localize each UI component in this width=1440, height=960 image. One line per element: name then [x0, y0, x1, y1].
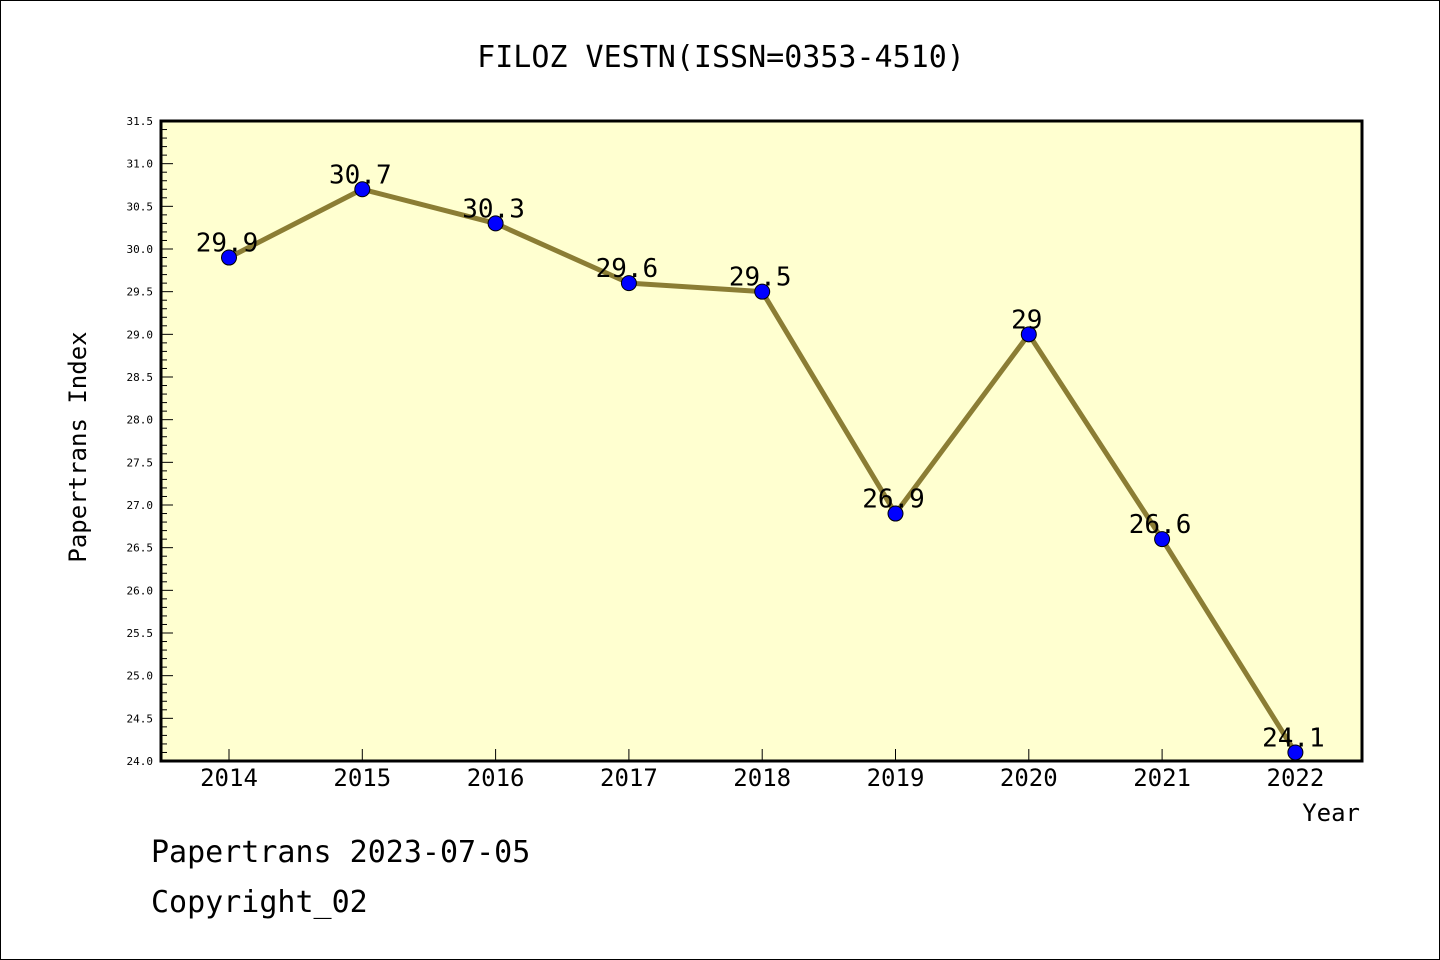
- chart-title: FILOZ VESTN(ISSN=0353-4510): [477, 40, 965, 75]
- y-tick-label: 29.0: [127, 328, 154, 341]
- data-point: [1154, 531, 1171, 548]
- x-tick-label: 2021: [1133, 764, 1191, 792]
- data-label: 30.3: [462, 194, 525, 224]
- y-tick-label: 30.0: [127, 243, 154, 256]
- y-tick-label: 25.0: [127, 670, 154, 683]
- data-point: [1020, 326, 1037, 343]
- x-axis-label: Year: [1302, 799, 1360, 827]
- data-label: 30.7: [329, 160, 392, 190]
- data-label: 29: [1011, 305, 1042, 335]
- x-tick-label: 2016: [467, 764, 525, 792]
- x-tick-label: 2017: [600, 764, 658, 792]
- x-axis: 2014 2015 2016 2017 2018 2019 2020 2021 2022: [200, 749, 1324, 792]
- y-tick-label: 28.0: [127, 414, 154, 427]
- data-label: 26.9: [862, 485, 925, 515]
- data-point: [487, 215, 504, 232]
- x-tick-label: 2019: [867, 764, 925, 792]
- data-label: 29.9: [196, 229, 259, 259]
- y-axis: 24.0 24.5 25.0 25.5 26.0 26.5 27.0 27.5 28.0 28.5…: [127, 115, 173, 768]
- y-tick-label: 29.5: [127, 286, 154, 299]
- footer-copyright: Copyright_02: [151, 885, 368, 920]
- data-labels: 29.9 30.7 30.3 29.6 29.5 26.9 29 26.6 24.1: [196, 160, 1325, 753]
- x-tick-label: 2020: [1000, 764, 1058, 792]
- data-point: [354, 181, 371, 198]
- x-tick-label: 2014: [200, 764, 258, 792]
- data-point: [887, 505, 904, 522]
- y-tick-label: 27.5: [127, 456, 154, 469]
- y-tick-label: 26.0: [127, 584, 154, 597]
- y-tick-label: 31.5: [127, 115, 154, 128]
- footer-date: Papertrans 2023-07-05: [151, 835, 531, 870]
- data-label: 29.5: [729, 263, 792, 293]
- y-tick-label: 24.0: [127, 755, 154, 768]
- y-tick-label: 31.0: [127, 158, 154, 171]
- data-label: 26.6: [1129, 510, 1192, 540]
- y-axis-label: Papertrans Index: [64, 331, 92, 562]
- data-point: [620, 275, 637, 292]
- series-markers: [221, 181, 1304, 761]
- data-label: 29.6: [596, 254, 659, 284]
- x-tick-label: 2018: [733, 764, 791, 792]
- data-point: [1287, 744, 1304, 761]
- y-tick-label: 25.5: [127, 627, 154, 640]
- data-point: [754, 283, 771, 300]
- y-tick-label: 26.5: [127, 542, 154, 555]
- x-tick-label: 2015: [333, 764, 391, 792]
- y-tick-label: 24.5: [127, 712, 154, 725]
- data-label: 24.1: [1262, 723, 1325, 753]
- y-tick-label: 30.5: [127, 200, 154, 213]
- y-tick-label: 27.0: [127, 499, 154, 512]
- y-tick-label: 28.5: [127, 371, 154, 384]
- data-point: [221, 249, 237, 266]
- plot-area: [159, 119, 1364, 763]
- x-tick-label: 2022: [1267, 764, 1325, 792]
